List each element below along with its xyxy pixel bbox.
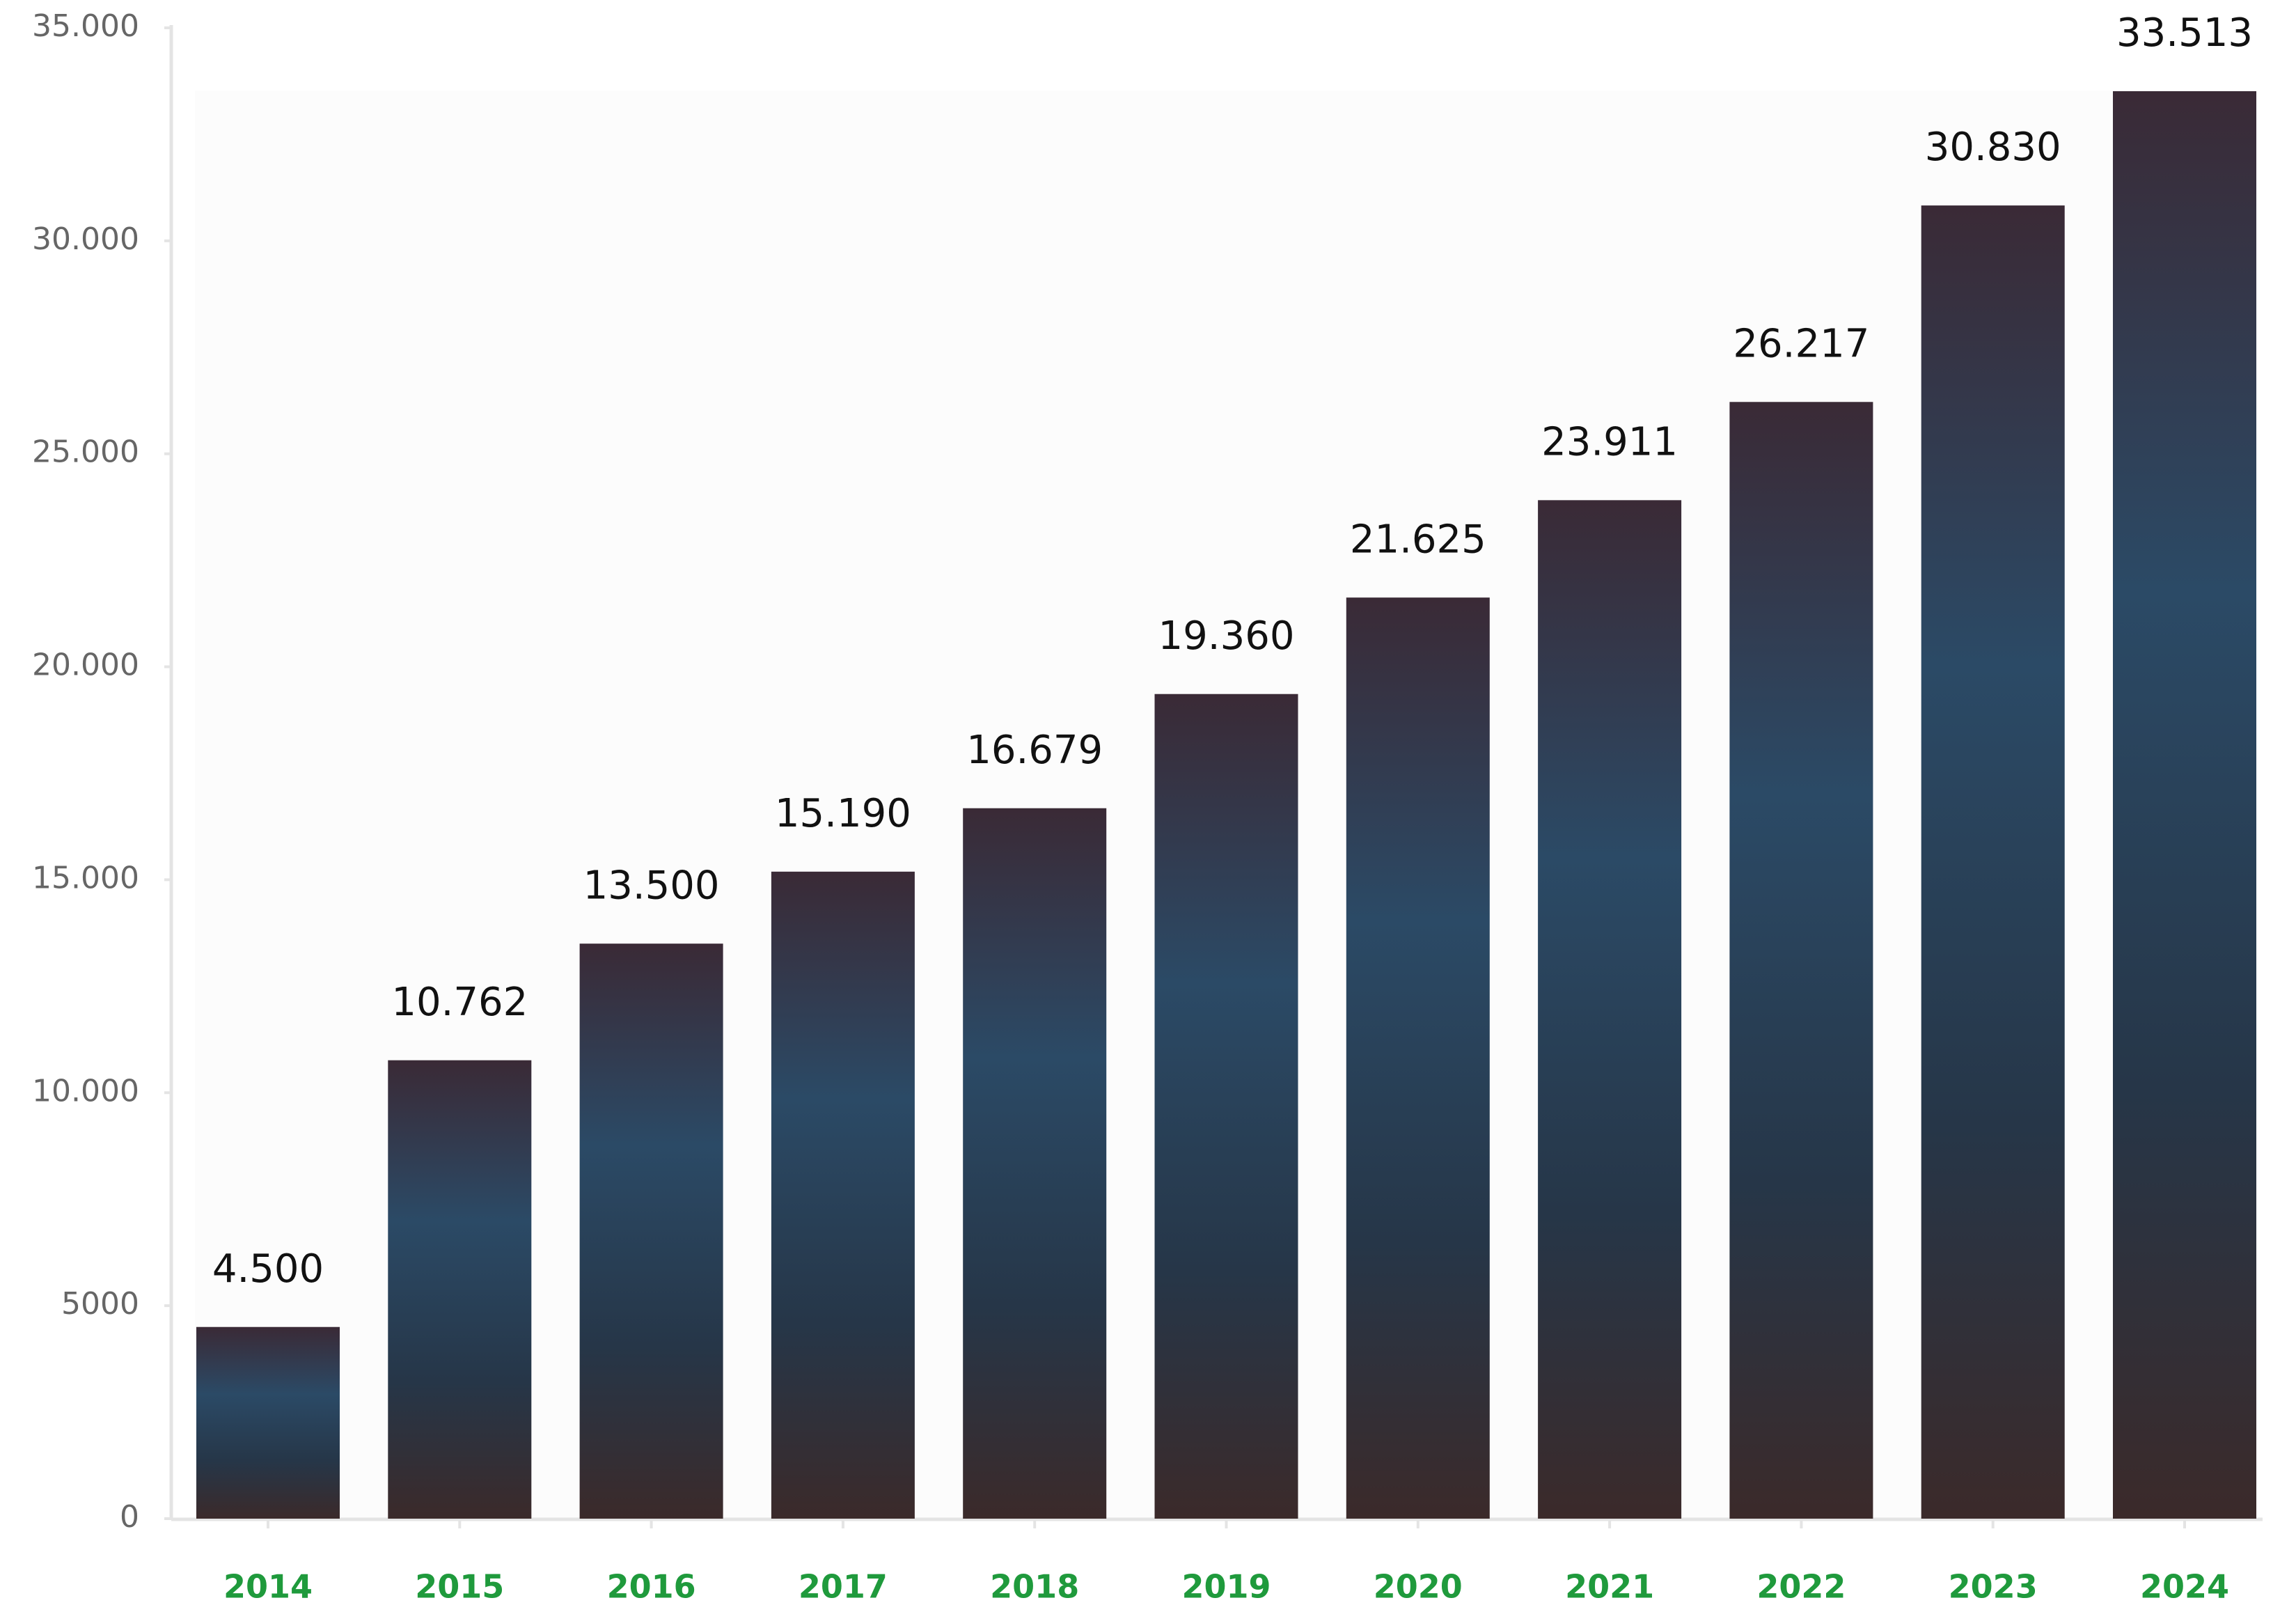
x-tick-label: 2014 [223,1568,313,1605]
value-label: 21.625 [1350,517,1486,562]
bar [1729,402,1873,1519]
x-tick-label: 2024 [2140,1568,2229,1605]
value-label: 19.360 [1158,613,1295,659]
x-tick-label: 2023 [1949,1568,2038,1605]
value-label: 16.679 [966,728,1103,773]
x-tick-label: 2017 [799,1568,888,1605]
y-tick-label: 20.000 [32,648,139,683]
bar [388,1060,532,1519]
y-tick-label: 25.000 [32,434,139,470]
x-tick-label: 2020 [1374,1568,1463,1605]
value-label: 23.911 [1541,419,1678,464]
bar [1346,597,1490,1519]
value-label: 30.830 [1925,125,2061,170]
bar [1538,500,1682,1519]
bar [1921,205,2065,1519]
value-label: 33.513 [2116,10,2253,56]
y-tick-label: 30.000 [32,221,139,257]
y-tick-label: 0 [120,1499,139,1535]
y-tick-label: 35.000 [32,8,139,44]
value-label: 15.190 [775,791,911,836]
bar [963,808,1107,1519]
y-tick-label: 10.000 [32,1073,139,1109]
bar [771,871,915,1519]
bar [1154,694,1298,1519]
bar [579,944,723,1519]
x-tick-label: 2021 [1565,1568,1654,1605]
value-label: 13.500 [583,863,720,908]
y-tick-label: 15.000 [32,860,139,895]
x-tick-label: 2019 [1181,1568,1271,1605]
value-label: 4.500 [212,1246,324,1292]
x-tick-label: 2022 [1756,1568,1846,1605]
bar [2113,91,2256,1519]
bar [196,1326,340,1519]
x-tick-label: 2016 [607,1568,696,1605]
value-label: 10.762 [391,980,528,1025]
y-tick-label: 5000 [61,1286,139,1322]
value-label: 26.217 [1733,321,1869,366]
x-tick-label: 2018 [990,1568,1079,1605]
x-tick-label: 2015 [415,1568,504,1605]
